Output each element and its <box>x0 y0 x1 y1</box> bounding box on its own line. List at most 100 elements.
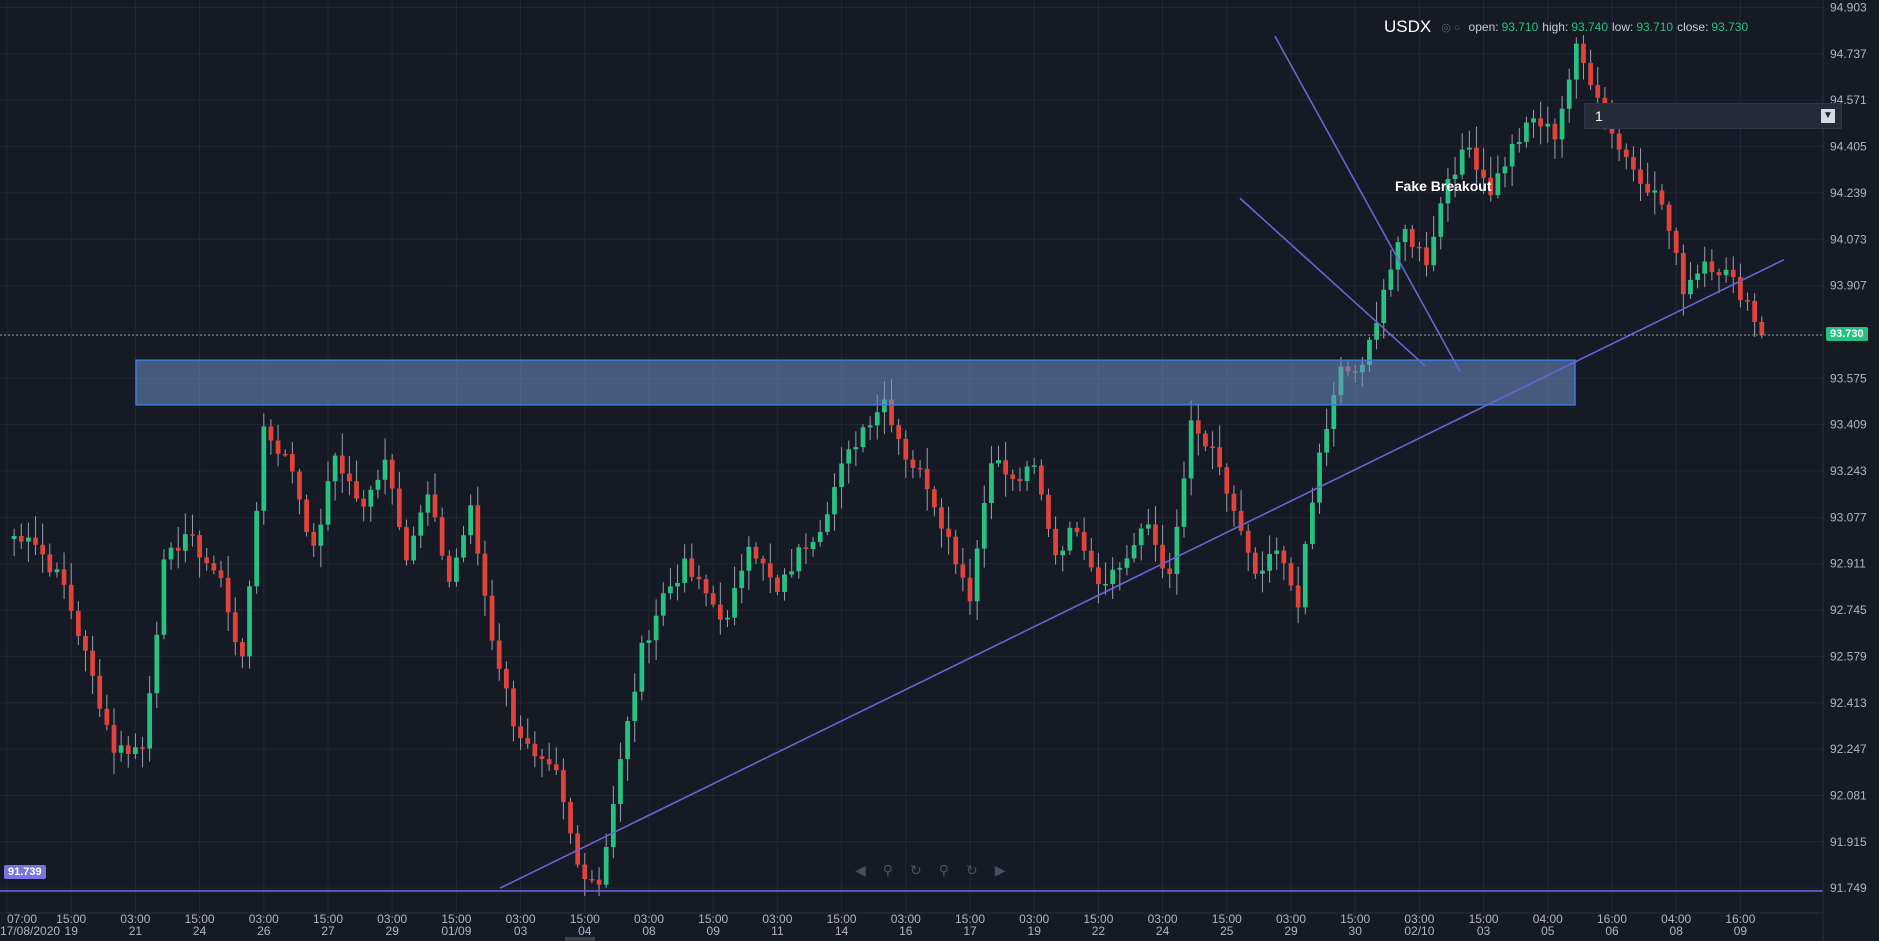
candle-body <box>760 558 766 564</box>
candle-body <box>725 617 730 620</box>
y-tick-label: 93.077 <box>1830 510 1867 524</box>
x-tick-time: 03:00 <box>1276 912 1306 926</box>
fake-breakout-annotation: Fake Breakout <box>1395 178 1492 194</box>
candle-body <box>511 688 516 727</box>
candle-body <box>33 537 38 545</box>
candle-body <box>154 634 160 694</box>
candle-body <box>618 759 623 805</box>
candle-body <box>625 721 630 760</box>
x-tick-date: 24 <box>1156 924 1170 938</box>
candle-body <box>1124 558 1130 568</box>
candle-body <box>75 610 81 637</box>
scrollbar-thumb[interactable] <box>565 937 595 941</box>
x-tick-time: 03:00 <box>506 912 536 926</box>
falling-lower-trendline[interactable] <box>1239 197 1426 367</box>
interval-select[interactable]: 1 ▼ <box>1584 103 1842 129</box>
candle-body <box>1395 242 1401 270</box>
candle-body <box>18 535 24 542</box>
x-tick-date: 11 <box>771 924 784 938</box>
x-tick-date: 01/09 <box>441 924 471 938</box>
candle-body <box>1595 85 1601 98</box>
candle-body <box>1688 279 1693 295</box>
candle-body <box>1074 527 1080 532</box>
candle-body <box>289 454 295 472</box>
zoom-reset-icon[interactable]: ↻ <box>966 862 995 878</box>
candle-body <box>1745 300 1750 302</box>
candle-body <box>261 426 267 511</box>
candle-body <box>1024 466 1030 482</box>
zoom-in-icon[interactable]: ⚲ <box>938 862 967 878</box>
time-axis[interactable]: 07:0017/08/202015:001903:002115:002403:0… <box>0 912 1756 938</box>
candle-body <box>1552 123 1558 140</box>
candle-body <box>297 471 302 500</box>
candle-body <box>1459 149 1465 175</box>
candle-body <box>1317 452 1322 503</box>
candle-body <box>518 726 523 739</box>
candle-body <box>475 505 481 554</box>
reset-icon[interactable]: ↻ <box>910 862 939 878</box>
candle-body <box>931 489 937 508</box>
candle-body <box>218 570 224 578</box>
candle-body <box>140 747 145 749</box>
candle-body <box>275 440 281 454</box>
x-tick-date: 30 <box>1349 924 1363 938</box>
x-tick-time: 07:00 <box>7 912 37 926</box>
candle-body <box>1174 526 1180 575</box>
candle-body <box>1723 269 1729 276</box>
candle-body <box>1160 544 1165 569</box>
x-tick-date: 08 <box>642 924 656 938</box>
falling-upper-trendline[interactable] <box>1274 35 1461 372</box>
candle-body <box>974 548 980 602</box>
candle-body <box>789 571 795 575</box>
y-tick-label: 91.749 <box>1830 881 1867 895</box>
candle-body <box>1060 550 1066 556</box>
candle-body <box>782 574 787 593</box>
candle-body <box>1516 141 1522 144</box>
chevron-down-icon[interactable]: ▼ <box>1821 109 1835 123</box>
candle-body <box>1203 433 1208 447</box>
candle-body <box>817 531 823 542</box>
x-tick-time: 03:00 <box>634 912 664 926</box>
candle-body <box>247 586 252 657</box>
x-tick-time: 16:00 <box>1725 912 1755 926</box>
rising-support-trendline[interactable] <box>499 258 1785 889</box>
x-tick-time: 15:00 <box>1469 912 1499 926</box>
candle-body <box>26 537 31 542</box>
candle-body <box>1088 550 1094 568</box>
candle-body <box>1652 190 1658 193</box>
zoom-out-icon[interactable]: ⚲ <box>882 862 911 878</box>
x-tick-time: 03:00 <box>377 912 407 926</box>
candle-body <box>767 563 773 578</box>
scroll-right-icon[interactable]: ▶ <box>994 862 1023 878</box>
scroll-left-icon[interactable]: ◀ <box>855 862 883 878</box>
candle-body <box>496 640 502 669</box>
candle-body <box>1438 203 1444 237</box>
candle-body <box>568 801 573 834</box>
candle-body <box>810 541 816 550</box>
candle-body <box>232 612 238 643</box>
candle-body <box>97 675 103 709</box>
candle-body <box>1181 478 1187 527</box>
candle-body <box>882 399 887 413</box>
candle-body <box>1402 229 1408 243</box>
candle-body <box>418 512 424 536</box>
candle-body <box>575 833 581 865</box>
candle-body <box>1709 261 1715 273</box>
x-tick-date: 04 <box>578 924 592 938</box>
x-tick-time: 15:00 <box>441 912 471 926</box>
y-tick-label: 94.737 <box>1830 47 1867 61</box>
candle-body <box>118 745 124 753</box>
candle-body <box>1502 166 1508 174</box>
visibility-icon[interactable]: ◎ ○ <box>1441 21 1461 34</box>
support-resistance-zone[interactable] <box>135 359 1576 406</box>
candle-body <box>503 668 509 689</box>
chart-navigation[interactable]: ◀⚲↻⚲↻▶ <box>855 862 1023 879</box>
x-tick-time: 04:00 <box>1533 912 1563 926</box>
candle-body <box>689 558 695 577</box>
candle-body <box>190 534 195 536</box>
x-tick-time: 03:00 <box>1148 912 1178 926</box>
candle-body <box>1559 108 1565 140</box>
candle-body <box>1245 530 1251 553</box>
x-tick-time: 15:00 <box>185 912 215 926</box>
